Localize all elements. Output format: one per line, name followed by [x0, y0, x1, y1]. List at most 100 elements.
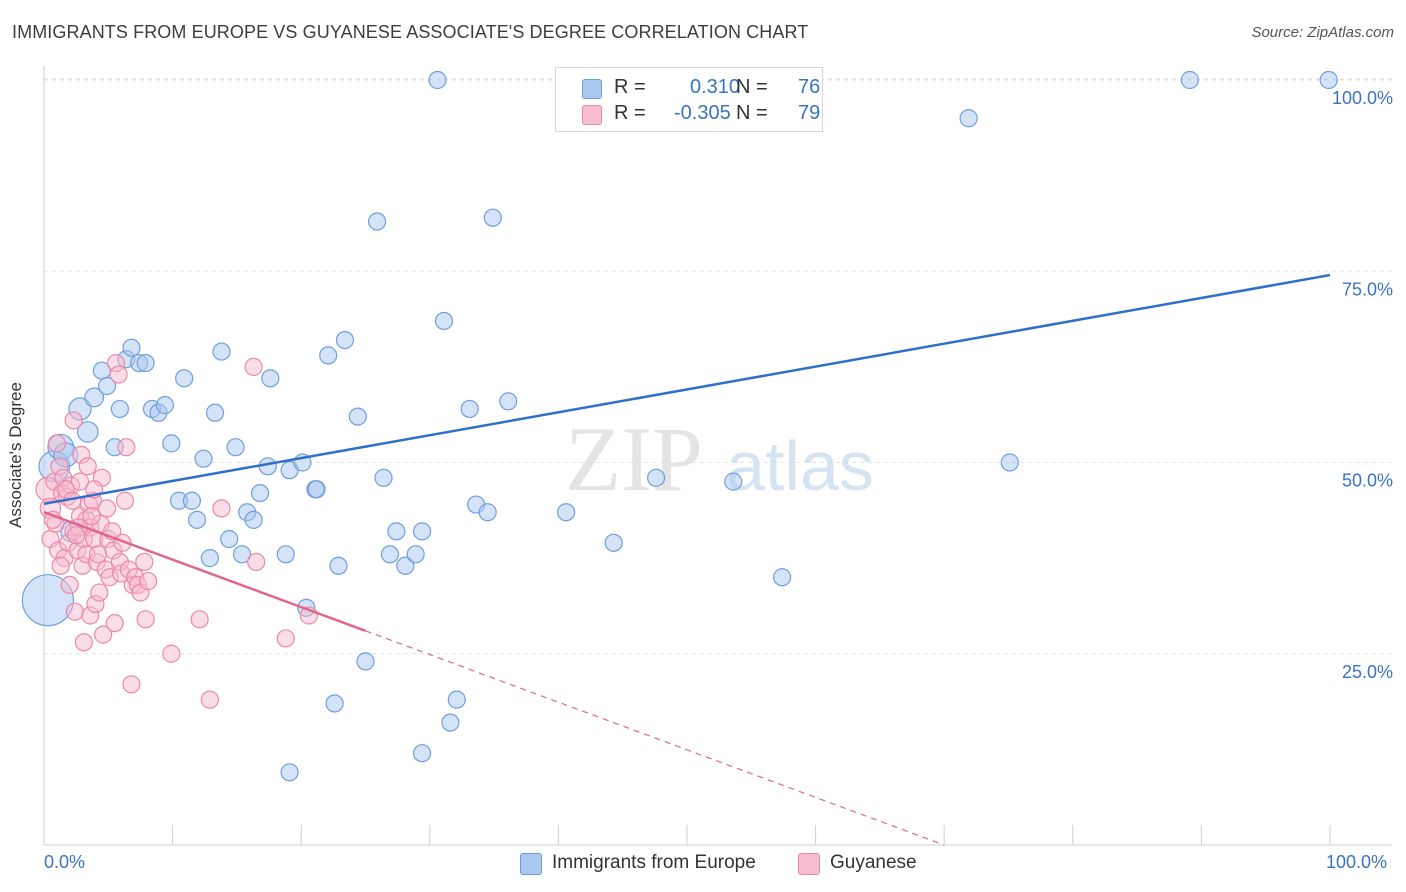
- point-guyanese: [139, 571, 158, 591]
- point-europe: [460, 399, 479, 419]
- point-europe: [261, 369, 280, 388]
- point-europe: [773, 568, 792, 587]
- point-europe: [162, 434, 181, 453]
- point-europe: [434, 311, 454, 331]
- point-europe: [212, 342, 231, 361]
- point-guyanese: [162, 644, 181, 663]
- point-europe: [329, 556, 348, 575]
- x-tick-label-max: 100.0%: [1326, 852, 1388, 872]
- point-europe: [325, 694, 344, 713]
- point-europe: [335, 331, 355, 350]
- point-guyanese: [51, 556, 70, 575]
- point-europe: [406, 545, 425, 564]
- bottom-legend-label-guyanese: Guyanese: [830, 852, 917, 873]
- point-guyanese: [78, 457, 97, 476]
- point-europe: [220, 529, 239, 549]
- point-europe: [380, 545, 400, 564]
- point-guyanese: [67, 526, 86, 545]
- point-europe: [428, 70, 447, 90]
- watermark-atlas: atlas: [726, 427, 874, 505]
- point-europe: [1319, 70, 1338, 90]
- point-europe: [21, 574, 74, 627]
- point-europe: [187, 510, 207, 529]
- point-guyanese: [115, 491, 135, 510]
- point-guyanese: [82, 506, 101, 526]
- point-guyanese: [88, 545, 108, 564]
- point-guyanese: [117, 438, 136, 457]
- point-europe: [557, 503, 576, 522]
- point-guyanese: [135, 552, 154, 572]
- point-guyanese: [105, 614, 124, 633]
- legend-n-value: 79: [798, 102, 821, 124]
- point-europe: [280, 763, 299, 782]
- point-europe: [1180, 70, 1199, 90]
- point-europe: [724, 472, 743, 491]
- point-europe: [175, 369, 194, 388]
- point-guyanese: [74, 633, 93, 652]
- point-guyanese: [136, 610, 155, 629]
- point-europe: [232, 545, 252, 564]
- y-tick-label: 25.0%: [1342, 662, 1393, 682]
- bottom-legend-swatch-europe: [520, 853, 542, 875]
- series-guyanese: [35, 353, 319, 709]
- point-guyanese: [247, 552, 266, 572]
- y-tick-label: 75.0%: [1342, 279, 1393, 299]
- point-europe: [387, 522, 406, 541]
- legend-swatch-europe: [582, 79, 602, 99]
- y-axis-label: Associate's Degree: [6, 382, 25, 528]
- point-europe: [136, 353, 155, 373]
- trend-line-guyanese-extension: [365, 630, 945, 846]
- legend-r-value: 0.310: [690, 76, 741, 98]
- trend-lines: [43, 273, 1331, 846]
- point-guyanese: [70, 472, 90, 491]
- y-tick-label: 100.0%: [1332, 88, 1393, 108]
- point-guyanese: [94, 625, 113, 644]
- legend-r-label: R =: [614, 102, 646, 124]
- point-europe: [250, 484, 270, 503]
- point-europe: [97, 376, 117, 396]
- legend-swatch-guyanese: [582, 105, 602, 125]
- point-europe: [155, 396, 174, 415]
- point-europe: [348, 407, 367, 426]
- point-europe: [194, 449, 213, 468]
- point-europe: [374, 468, 393, 487]
- point-europe: [276, 545, 295, 564]
- point-guyanese: [122, 675, 141, 694]
- point-europe: [483, 208, 502, 227]
- watermark-zip: ZIP: [565, 408, 703, 510]
- correlation-legend: R = 0.310 N = 76 R = -0.305 N = 79: [555, 67, 823, 132]
- point-europe: [200, 549, 219, 568]
- point-guyanese: [200, 690, 219, 709]
- point-europe: [478, 503, 497, 522]
- x-tick-label-min: 0.0%: [44, 852, 86, 872]
- chart-title: IMMIGRANTS FROM EUROPE VS GUYANESE ASSOC…: [12, 22, 809, 42]
- point-europe: [319, 346, 338, 365]
- point-guyanese: [64, 411, 83, 430]
- point-europe: [604, 533, 623, 552]
- legend-n-label: N =: [736, 102, 768, 124]
- point-guyanese: [97, 499, 117, 518]
- y-tick-label: 50.0%: [1342, 471, 1393, 491]
- axes: [43, 66, 1392, 846]
- point-europe: [499, 392, 518, 411]
- point-europe: [412, 744, 432, 763]
- point-europe: [356, 652, 375, 671]
- point-europe: [307, 480, 326, 499]
- point-europe: [84, 387, 105, 408]
- point-europe: [647, 468, 666, 487]
- legend-n-label: N =: [736, 76, 768, 98]
- point-europe: [182, 491, 201, 510]
- point-guyanese: [109, 365, 128, 384]
- bottom-legend-swatch-guyanese: [798, 853, 820, 875]
- point-guyanese: [276, 629, 295, 648]
- point-guyanese: [60, 575, 79, 595]
- legend-r-value: -0.305: [674, 102, 731, 124]
- point-europe: [76, 421, 99, 443]
- point-europe: [110, 399, 129, 419]
- point-guyanese: [190, 610, 209, 629]
- point-europe: [1000, 453, 1019, 472]
- point-europe: [412, 522, 432, 541]
- point-europe: [959, 109, 978, 128]
- point-europe: [441, 713, 460, 732]
